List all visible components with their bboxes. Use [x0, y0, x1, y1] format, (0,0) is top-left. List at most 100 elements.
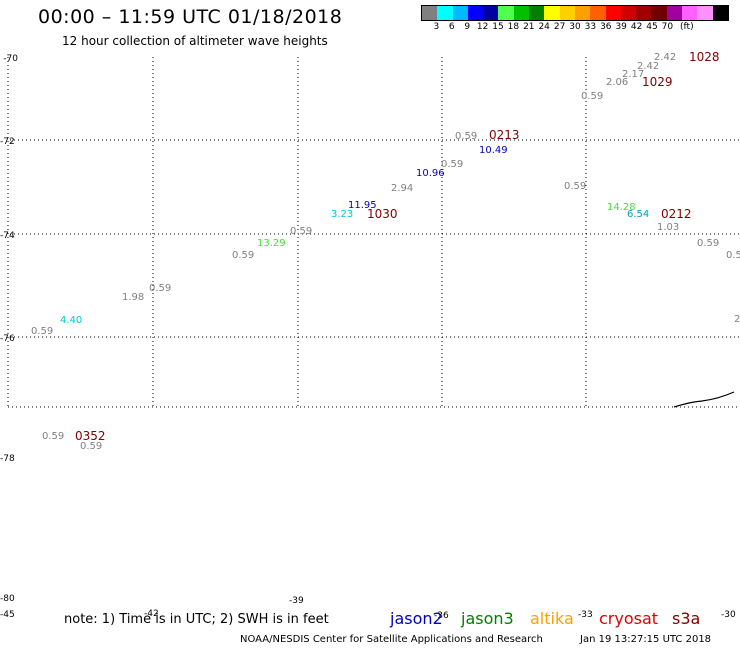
- wave-height-values: 2.42 2.42 2.17 2.06 0.59 0.59 10.49 0.59…: [31, 52, 740, 452]
- lon-label: -36: [434, 611, 449, 621]
- legend-swatch: [498, 6, 514, 20]
- lat-label: -76: [0, 334, 15, 344]
- latitude-labels: -70 -72 -74 -76 -78 -80: [0, 54, 18, 604]
- lon-label: -30: [721, 610, 736, 620]
- legend-label: 24: [538, 22, 550, 32]
- wave-height-value: 0.59: [441, 159, 463, 170]
- pass-time-label: 1030: [367, 207, 398, 221]
- legend-label: 3: [433, 22, 440, 32]
- lon-label: -33: [578, 610, 593, 620]
- graticule: [10, 57, 740, 407]
- map-subtitle: 12 hour collection of altimeter wave hei…: [62, 34, 328, 48]
- legend-swatch: [513, 6, 530, 20]
- lon-label: -42: [144, 609, 159, 619]
- legend-label: (ft): [680, 22, 694, 32]
- pass-time-label: 0212: [661, 207, 692, 221]
- legend-label: 39: [615, 22, 627, 32]
- satellite-cryosat: cryosat: [599, 609, 659, 628]
- wave-height-value: 2: [734, 314, 740, 325]
- satellite-s3a: s3a: [672, 609, 701, 628]
- lat-label: -72: [0, 137, 15, 147]
- wave-height-value: 0.59: [42, 431, 64, 442]
- wave-height-value: 10.96: [416, 168, 445, 179]
- legend-label: 27: [553, 22, 566, 32]
- legend-swatch: [651, 6, 667, 20]
- wave-height-value: 0.59: [455, 131, 477, 142]
- wave-height-value: 13.29: [257, 238, 286, 249]
- color-scale-legend: [421, 5, 729, 21]
- legend-label: 33: [584, 22, 597, 32]
- wave-height-value: 0.59: [290, 226, 312, 237]
- legend-swatch: [636, 6, 652, 20]
- legend-label: 12: [476, 22, 489, 32]
- lon-label: -45: [0, 610, 15, 620]
- wave-height-value: 0.59: [80, 441, 102, 452]
- lat-label: -70: [3, 54, 18, 64]
- lat-label: -80: [0, 594, 15, 604]
- legend-swatch: [467, 6, 484, 20]
- wave-height-value: 0.5: [726, 250, 740, 261]
- map-title: 00:00 – 11:59 UTC 01/18/2018: [38, 6, 343, 28]
- lon-label: -39: [289, 596, 304, 606]
- lat-label: -78: [0, 454, 15, 464]
- wave-height-value: 0.59: [149, 283, 171, 294]
- wave-height-value: 2.42: [637, 61, 659, 72]
- legend-swatch: [422, 6, 438, 20]
- satellite-jason2: jason2: [390, 609, 443, 628]
- wave-height-value: 11.95: [348, 200, 377, 211]
- wave-height-value: 1.98: [122, 292, 144, 303]
- wave-height-value: 10.49: [479, 145, 508, 156]
- pass-time-labels: 1028 1029 0213 1030 0212 0352: [75, 50, 720, 443]
- wave-height-value: 0.59: [31, 326, 53, 337]
- satellite-jason3: jason3: [461, 609, 514, 628]
- legend-swatch: [437, 6, 453, 20]
- plot-frame: [7, 57, 740, 408]
- wave-height-value: 0.59: [564, 181, 586, 192]
- legend-swatch: [452, 6, 468, 20]
- pass-time-label: 1029: [642, 75, 673, 89]
- wave-height-value: 2.06: [606, 77, 628, 88]
- legend-swatch: [483, 6, 499, 20]
- wave-height-value: 6.54: [627, 209, 649, 220]
- wave-height-value: 0.59: [232, 250, 254, 261]
- satellite-altika: altika: [530, 609, 574, 628]
- wave-height-value: 4.40: [60, 315, 82, 326]
- pass-time-label: 0213: [489, 128, 520, 142]
- legend-swatch: [682, 6, 698, 20]
- legend-label: 21: [523, 22, 535, 32]
- lat-label: -74: [0, 231, 15, 241]
- legend-swatch: [697, 6, 713, 20]
- legend-label: 42: [630, 22, 643, 32]
- pass-time-label: 1028: [689, 50, 720, 64]
- footer-credit: NOAA/NESDIS Center for Satellite Applica…: [240, 634, 543, 645]
- wave-height-value: 3.23: [331, 209, 353, 220]
- legend-label: 9: [464, 22, 471, 32]
- legend-swatch: [559, 6, 575, 20]
- legend-label: 18: [507, 22, 520, 32]
- wave-height-value: 14.28: [607, 202, 636, 213]
- wave-height-value: 2.42: [654, 52, 676, 63]
- legend-swatch: [590, 6, 606, 20]
- legend-swatch: [605, 6, 621, 20]
- legend-label: 15: [492, 22, 504, 32]
- wave-height-value: 0.59: [581, 91, 603, 102]
- legend-swatch: [529, 6, 545, 20]
- color-scale-labels: 3 6 9 12 15 18 21 24 27 30 33 36 39 42 45 70 (ft): [421, 22, 740, 34]
- footer-timestamp: Jan 19 13:27:15 UTC 2018: [580, 634, 712, 645]
- legend-swatch: [544, 6, 560, 20]
- legend-label: 6: [448, 22, 455, 32]
- legend-label: 45: [646, 22, 658, 32]
- units-note: note: 1) Time is in UTC; 2) SWH is in fe…: [64, 612, 329, 627]
- wave-height-value: 2.17: [622, 69, 644, 80]
- legend-label: 70: [661, 22, 674, 32]
- wave-height-value: 2.94: [391, 183, 413, 194]
- longitude-labels: -45 -42 -39 -36 -33 -30: [0, 596, 736, 621]
- legend-swatch: [574, 6, 591, 20]
- wave-height-value: 0.59: [697, 238, 719, 249]
- coastline: [673, 391, 735, 408]
- legend-swatch: [620, 6, 637, 20]
- wave-height-value: 1.03: [657, 222, 679, 233]
- pass-time-label: 0352: [75, 429, 106, 443]
- legend-label: 30: [569, 22, 581, 32]
